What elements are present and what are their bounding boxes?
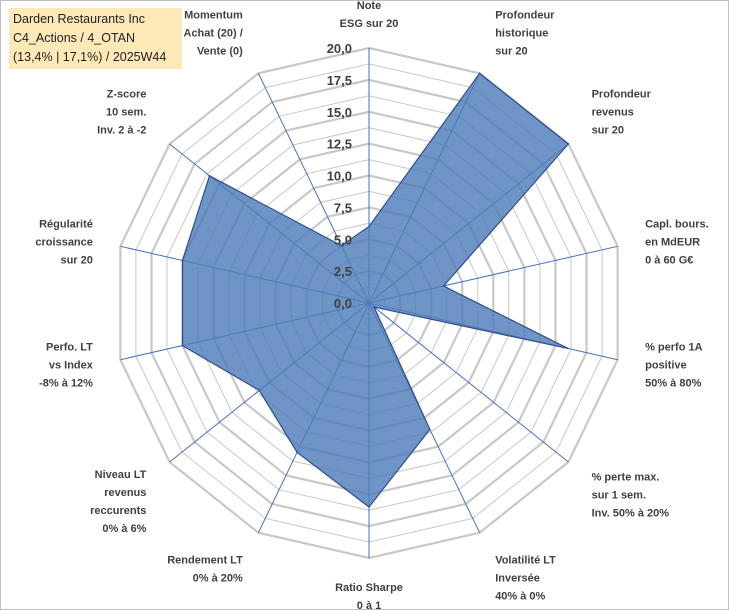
axis-label: Vente (0)	[197, 45, 243, 57]
axis-label: reccurents	[90, 505, 146, 517]
axis-label: sur 1 sem.	[592, 490, 646, 502]
axis-label: 10 sem.	[106, 106, 146, 118]
data-point	[181, 259, 184, 262]
data-point	[181, 344, 184, 347]
data-point	[567, 143, 570, 145]
axis-label: ESG sur 20	[340, 18, 399, 30]
data-point	[296, 451, 298, 454]
axis-label: 0 à 60 G€	[645, 254, 693, 266]
chart-period: (13,4% | 17,1%) / 2025W44	[13, 50, 167, 64]
tick-label: 7,5	[334, 200, 352, 215]
tick-label: 0,0	[334, 296, 352, 311]
tick-label: 2,5	[334, 264, 352, 279]
data-point	[429, 428, 431, 431]
axis-label: revenus	[592, 106, 634, 118]
axis-label: croissance	[35, 236, 92, 248]
label-layer: Note ESG sur 20 Profondeur historique sur 20…	[35, 0, 708, 610]
tick-label: 17,5	[327, 73, 352, 88]
axis-label: 50% à 80%	[645, 378, 701, 390]
chart-subtitle: C4_Actions / 4_OTAN	[13, 31, 136, 45]
axis-label: Capl. bours.	[645, 218, 709, 230]
axis-label: Volatilité LT	[495, 555, 556, 567]
axis-label: Momentum	[184, 9, 243, 21]
chart-title-box: Darden Restaurants Inc C4_Actions / 4_OT…	[9, 8, 182, 69]
tick-label: 20,0	[327, 41, 352, 56]
axis-label: en MdEUR	[645, 236, 700, 248]
axis-label: Profondeur	[495, 9, 555, 21]
tick-layer: 0,0 2,5 5,0 7,5 10,0 12,5 15,0 17,5 20,0	[327, 41, 352, 311]
axis-label: sur 20	[60, 254, 92, 266]
axis-label: % perfo 1A	[645, 342, 703, 354]
axis-label: sur 20	[592, 124, 624, 136]
axis-label: Inversée	[495, 573, 540, 585]
axis-label: 0% à 20%	[193, 573, 243, 585]
tick-label: 15,0	[327, 105, 352, 120]
data-point	[208, 175, 211, 177]
axis-label: 40% à 0%	[495, 591, 545, 603]
series-layer	[181, 72, 570, 508]
axis-label: historique	[495, 27, 548, 39]
chart-title: Darden Restaurants Inc	[13, 12, 146, 26]
axis-label: 0 à 1	[357, 600, 381, 610]
axis-label: Achat (20) /	[184, 27, 243, 39]
axis-label: Inv. 50% à 20%	[592, 508, 670, 520]
axis-label: 0% à 6%	[102, 523, 146, 535]
axis-label: -8% à 12%	[39, 378, 93, 390]
axis-label: vs Index	[49, 360, 94, 372]
axis-label: % perte max.	[592, 472, 660, 484]
data-point	[340, 244, 343, 247]
data-point	[373, 306, 375, 308]
axis-label: revenus	[104, 487, 146, 499]
axis-label: Note	[357, 0, 381, 12]
axis-label: Perfo. LT	[46, 342, 93, 354]
axis-label: Inv. 2 à -2	[97, 124, 146, 136]
axis-label: Profondeur	[592, 88, 652, 100]
data-point	[368, 225, 370, 228]
axis-label: Z-score	[107, 88, 147, 100]
axis-label: Rendement LT	[167, 555, 243, 567]
axis-label: Niveau LT	[95, 469, 147, 481]
axis-label: sur 20	[495, 45, 527, 57]
data-point	[478, 72, 481, 75]
axis-spoke	[368, 302, 569, 463]
tick-label: 10,0	[327, 169, 352, 184]
tick-label: 5,0	[334, 232, 352, 247]
tick-label: 12,5	[327, 137, 352, 152]
data-point	[442, 285, 445, 287]
data-point	[368, 506, 370, 508]
axis-label: Ratio Sharpe	[335, 582, 403, 594]
data-point	[258, 389, 261, 392]
data-point	[567, 347, 569, 350]
axis-label: Régularité	[39, 218, 93, 230]
axis-label: positive	[645, 360, 687, 372]
series-area	[181, 72, 570, 508]
